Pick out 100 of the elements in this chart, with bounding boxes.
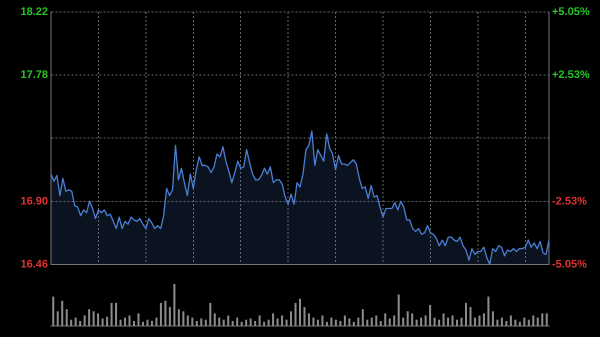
bar: [88, 309, 90, 326]
bar: [362, 309, 364, 326]
bar: [70, 320, 72, 326]
bar: [348, 318, 350, 326]
bar: [294, 302, 297, 326]
y-tick-label: 18.22: [20, 6, 48, 18]
bar: [290, 311, 292, 326]
bar: [209, 302, 212, 326]
bar: [393, 316, 396, 326]
bar: [204, 320, 207, 326]
bar: [52, 296, 54, 326]
y2-tick-label: -5.05%: [552, 258, 588, 270]
bar: [434, 318, 436, 326]
bar: [268, 320, 270, 326]
y-tick-label: 16.90: [20, 195, 48, 208]
bar: [406, 311, 409, 326]
bar: [452, 316, 454, 326]
bar: [388, 318, 391, 326]
bar: [61, 300, 64, 326]
bar: [482, 313, 485, 326]
bar: [214, 313, 216, 326]
bar: [474, 318, 476, 326]
bar: [84, 316, 86, 326]
bar: [186, 316, 189, 326]
bar: [344, 316, 346, 326]
bar: [420, 318, 422, 326]
bar: [178, 309, 180, 326]
bar: [505, 320, 508, 326]
bar: [384, 313, 386, 326]
bar: [316, 320, 319, 326]
bar: [411, 313, 414, 326]
bar: [352, 322, 355, 326]
bar: [74, 318, 77, 326]
bar: [97, 313, 100, 326]
bar: [142, 322, 144, 326]
bar: [160, 302, 162, 326]
bar: [150, 320, 153, 326]
bar: [532, 316, 534, 326]
bar: [334, 320, 337, 326]
bar: [286, 320, 288, 326]
bar: [92, 311, 95, 326]
bar: [232, 320, 234, 326]
y-tick-label: 16.46: [20, 258, 48, 270]
bar: [518, 322, 521, 326]
bar: [281, 316, 284, 326]
bar: [155, 318, 158, 326]
bar: [168, 307, 171, 326]
bar: [245, 320, 248, 326]
bar: [312, 318, 314, 326]
bar: [487, 296, 490, 326]
bar: [263, 322, 266, 326]
bar: [438, 320, 440, 326]
bar: [298, 298, 302, 326]
bar: [218, 318, 220, 326]
bar: [56, 311, 59, 326]
bar: [200, 318, 202, 326]
bar: [303, 307, 306, 326]
bar: [227, 316, 230, 326]
bar: [120, 320, 122, 326]
y2-tick-label: +2.53%: [552, 69, 590, 82]
bar: [236, 318, 238, 326]
bar: [375, 316, 378, 326]
bar: [182, 311, 184, 326]
bar: [254, 320, 256, 326]
bar: [339, 320, 342, 326]
bar: [110, 302, 113, 326]
bar: [357, 318, 360, 326]
bar: [128, 316, 131, 326]
bar: [173, 284, 176, 326]
bar: [478, 316, 480, 326]
bar: [460, 318, 463, 326]
bar: [146, 320, 148, 326]
bar: [196, 320, 198, 326]
bar: [500, 318, 503, 326]
bar: [523, 318, 526, 326]
bar: [308, 313, 310, 326]
bar: [424, 316, 427, 326]
bar: [496, 320, 498, 326]
bar: [66, 309, 68, 326]
bar: [321, 316, 324, 326]
bar: [240, 322, 243, 326]
bar: [326, 322, 328, 326]
bar: [191, 318, 194, 326]
bar: [447, 318, 450, 326]
bar: [402, 318, 404, 326]
bar: [366, 320, 368, 326]
bar: [276, 318, 279, 326]
bar: [541, 313, 544, 326]
bar: [115, 302, 118, 326]
bar: [330, 318, 332, 326]
bar: [132, 320, 136, 326]
bar: [164, 300, 166, 326]
bar: [464, 302, 468, 326]
y-tick-label: 17.78: [20, 69, 48, 82]
bar: [106, 316, 108, 326]
bar: [469, 307, 472, 326]
bar: [222, 320, 225, 326]
bar: [79, 320, 82, 326]
bar: [510, 316, 512, 326]
bar: [370, 318, 373, 326]
